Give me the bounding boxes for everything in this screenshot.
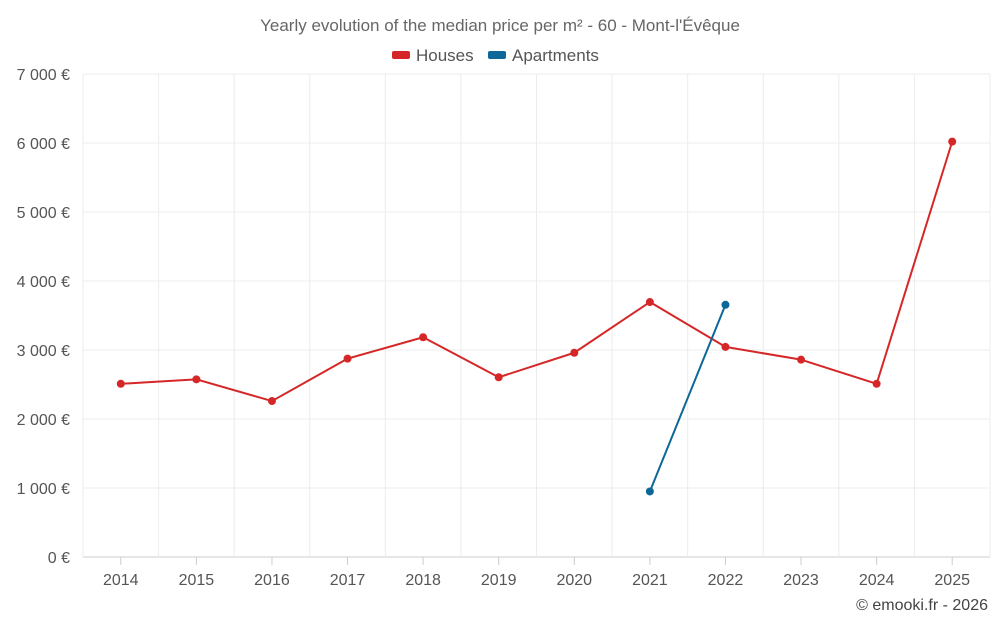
- data-point-houses[interactable]: [116, 379, 125, 388]
- x-tick-label: 2021: [632, 572, 668, 589]
- y-tick-label: 2 000 €: [17, 412, 70, 429]
- data-point-houses[interactable]: [343, 354, 352, 363]
- y-tick-label: 5 000 €: [17, 205, 70, 222]
- legend: Houses Apartments: [392, 46, 599, 65]
- x-tick-label: 2022: [708, 572, 744, 589]
- legend-item-apartments[interactable]: Apartments: [488, 46, 599, 65]
- series-layer: [116, 137, 957, 496]
- x-tick-label: 2015: [179, 572, 215, 589]
- legend-swatch-apartments: [488, 51, 506, 59]
- y-axis-labels: 0 € 1 000 € 2 000 € 3 000 € 4 000 € 5 000 € 6 …: [17, 67, 70, 567]
- data-point-houses[interactable]: [872, 379, 881, 388]
- chart-title: Yearly evolution of the median price per…: [260, 16, 740, 35]
- data-point-apartments[interactable]: [721, 300, 730, 309]
- credit[interactable]: © emooki.fr - 2026: [856, 597, 988, 614]
- series-line-houses: [120, 141, 954, 403]
- x-tick-label: 2020: [556, 572, 592, 589]
- data-point-houses[interactable]: [797, 355, 806, 364]
- data-point-houses[interactable]: [570, 348, 579, 357]
- legend-item-houses[interactable]: Houses: [392, 46, 474, 65]
- y-tick-label: 6 000 €: [17, 136, 70, 153]
- x-tick-label: 2019: [481, 572, 517, 589]
- data-point-houses[interactable]: [645, 298, 654, 307]
- series-line-apartments: [648, 304, 727, 492]
- x-tick-label: 2023: [783, 572, 819, 589]
- y-tick-label: 0 €: [48, 550, 70, 567]
- legend-label-apartments: Apartments: [512, 46, 599, 65]
- x-tick-label: 2018: [405, 572, 441, 589]
- grid: [82, 73, 991, 565]
- data-point-houses[interactable]: [948, 137, 957, 146]
- x-tick-label: 2017: [330, 572, 366, 589]
- data-point-houses[interactable]: [721, 342, 730, 351]
- y-tick-label: 3 000 €: [17, 343, 70, 360]
- y-tick-label: 1 000 €: [17, 481, 70, 498]
- data-point-houses[interactable]: [192, 375, 201, 384]
- data-point-houses[interactable]: [494, 373, 503, 382]
- x-tick-label: 2024: [859, 572, 895, 589]
- y-tick-label: 4 000 €: [17, 274, 70, 291]
- x-tick-label: 2025: [934, 572, 970, 589]
- x-tick-label: 2016: [254, 572, 290, 589]
- x-tick-label: 2014: [103, 572, 139, 589]
- x-axis-labels: 2014 2015 2016 2017 2018 2019 2020 2021 2022 2023…: [103, 572, 970, 589]
- data-point-apartments[interactable]: [645, 487, 654, 496]
- data-point-houses[interactable]: [419, 333, 428, 342]
- data-point-houses[interactable]: [267, 397, 276, 406]
- legend-swatch-houses: [392, 51, 410, 59]
- legend-label-houses: Houses: [416, 46, 474, 65]
- y-tick-label: 7 000 €: [17, 67, 70, 84]
